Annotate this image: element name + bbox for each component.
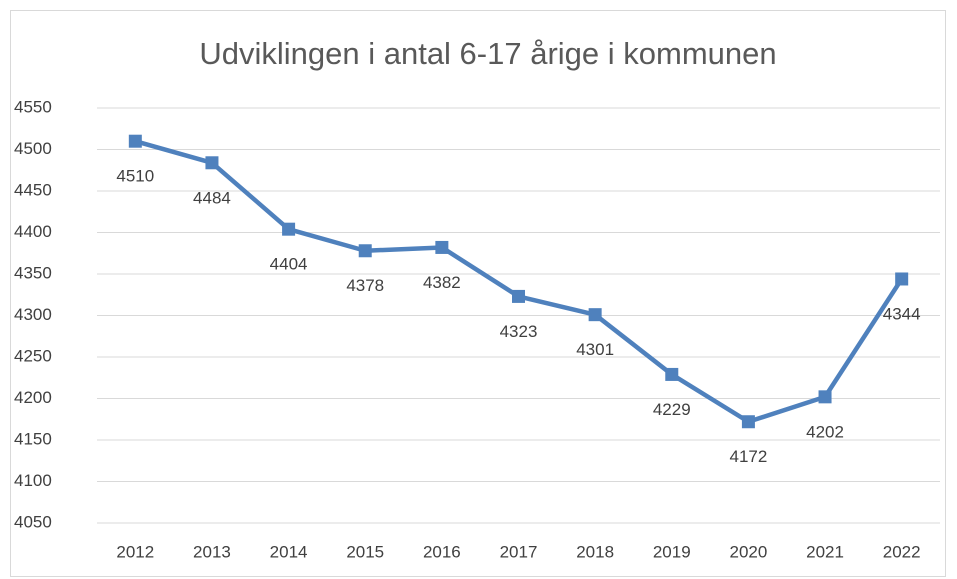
chart-frame	[10, 10, 946, 577]
data-label: 4382	[423, 273, 461, 292]
y-tick-label: 4500	[14, 139, 52, 158]
x-tick-label: 2015	[346, 542, 384, 561]
line-marker	[128, 134, 142, 148]
x-tick-label: 2017	[500, 542, 538, 561]
line-marker	[895, 272, 909, 286]
x-tick-label: 2012	[116, 542, 154, 561]
data-label: 4172	[729, 447, 767, 466]
line-marker	[588, 308, 602, 322]
data-label: 4484	[193, 188, 231, 207]
line-marker	[741, 415, 755, 429]
x-tick-label: 2016	[423, 542, 461, 561]
y-tick-label: 4300	[14, 305, 52, 324]
y-tick-label: 4150	[14, 429, 52, 448]
data-label: 4344	[883, 304, 921, 323]
y-tick-label: 4400	[14, 222, 52, 241]
data-label: 4229	[653, 400, 691, 419]
x-tick-label: 2014	[270, 542, 308, 561]
x-tick-label: 2019	[653, 542, 691, 561]
line-marker	[205, 156, 219, 170]
line-marker	[818, 390, 832, 404]
data-label: 4378	[346, 276, 384, 295]
x-tick-label: 2018	[576, 542, 614, 561]
y-tick-label: 4350	[14, 263, 52, 282]
x-tick-label: 2020	[729, 542, 767, 561]
x-tick-label: 2013	[193, 542, 231, 561]
data-label: 4510	[116, 167, 154, 186]
y-tick-label: 4100	[14, 471, 52, 490]
data-label: 4202	[806, 422, 844, 441]
y-tick-label: 4200	[14, 388, 52, 407]
line-marker	[282, 222, 296, 236]
data-label: 4323	[500, 322, 538, 341]
line-marker	[358, 244, 372, 258]
x-tick-label: 2021	[806, 542, 844, 561]
line-marker	[665, 367, 679, 381]
y-tick-label: 4450	[14, 180, 52, 199]
line-marker	[435, 240, 449, 254]
data-label: 4301	[576, 340, 614, 359]
y-tick-label: 4550	[14, 97, 52, 116]
line-marker	[512, 289, 525, 303]
y-tick-label: 4050	[14, 512, 52, 531]
x-tick-label: 2022	[883, 542, 921, 561]
y-tick-label: 4250	[14, 346, 52, 365]
chart-title: Udviklingen i antal 6-17 årige i kommune…	[199, 36, 776, 71]
data-label: 4404	[270, 255, 308, 274]
